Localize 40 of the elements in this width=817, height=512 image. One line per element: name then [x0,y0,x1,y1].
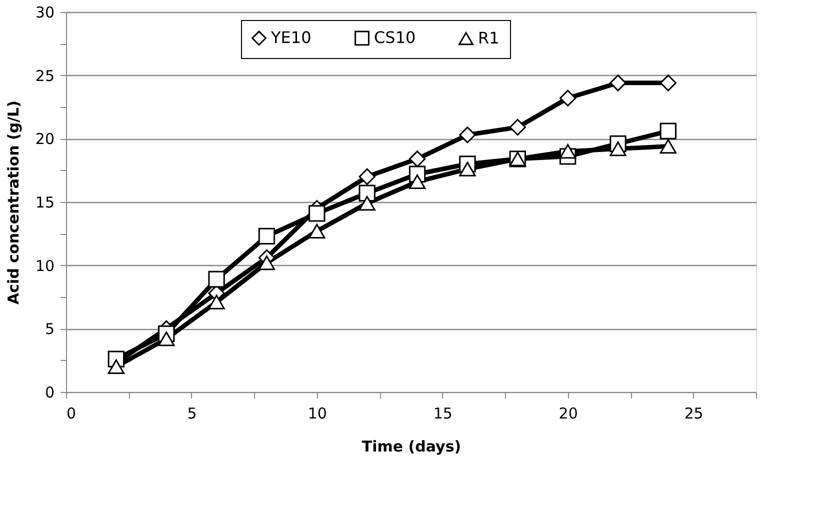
point [208,270,225,288]
point [509,118,526,136]
x-tick-label: 5 [187,404,197,422]
legend-label: CS10 [374,28,416,48]
x-tick-label: 10 [308,404,327,422]
y-axis-title: Acid concentration (g/L) [4,100,22,304]
x-tick-label: 0 [66,404,76,422]
point [610,74,626,92]
point [408,150,426,168]
point [559,144,576,159]
point [208,294,225,310]
point [660,138,677,154]
point [459,126,476,144]
y-tick-label: 15 [35,194,54,212]
point [358,168,376,185]
x-axis-title: Time (days) [362,438,462,456]
point [660,122,677,140]
point [408,174,426,190]
x-tick-label: 25 [684,404,704,422]
y-tick-label: 10 [35,256,54,275]
point [158,331,175,346]
point [459,162,476,176]
point [660,74,677,92]
point [358,196,376,211]
point [258,228,276,245]
y-tick-label: 5 [44,320,54,338]
point [308,224,326,238]
x-tick-label: 15 [433,404,452,422]
point [308,205,326,222]
point [108,359,125,374]
point [610,141,626,156]
y-tick-label: 0 [44,384,54,402]
y-tick-label: 30 [35,4,54,22]
point [358,184,376,202]
legend-label: YE10 [270,28,312,48]
point [559,90,576,106]
legend-label: R1 [478,28,500,48]
y-tick-label: 20 [35,130,54,148]
x-tick-label: 20 [558,404,578,422]
y-tick-label: 25 [35,66,54,85]
